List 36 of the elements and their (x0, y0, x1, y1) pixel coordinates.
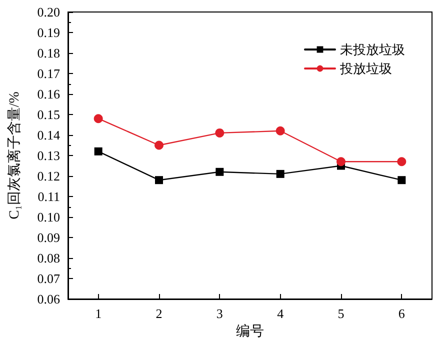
legend-label: 投放垃圾 (339, 61, 392, 76)
point (398, 176, 406, 184)
point (215, 128, 224, 138)
point (154, 140, 164, 150)
point (397, 157, 406, 166)
y-tick-label: 0.18 (37, 46, 60, 60)
legend-label: 未投放垃圾 (340, 42, 405, 57)
point (94, 114, 103, 124)
point (276, 170, 284, 178)
x-tick-label: 5 (338, 306, 344, 321)
y-axis-title: C₁回灰氯离子含量/% (6, 91, 22, 220)
x-tick-label: 6 (398, 306, 406, 321)
point (276, 126, 285, 136)
y-tick-label: 0.20 (37, 4, 60, 20)
y-tick-label: 0.11 (38, 189, 60, 204)
point (155, 176, 163, 184)
x-tick-label: 1 (95, 306, 102, 321)
y-tick-label: 0.17 (37, 66, 60, 81)
point (216, 168, 224, 176)
x-tick-label: 4 (277, 306, 284, 321)
y-tick-label: 0.06 (37, 292, 60, 306)
x-tick-label: 3 (216, 306, 223, 321)
y-tick-label: 0.14 (37, 128, 60, 142)
y-tick-label: 0.13 (37, 148, 60, 163)
x-tick-label: 2 (156, 306, 162, 321)
point (94, 147, 102, 156)
y-tick-label: 0.15 (37, 107, 60, 122)
y-tick-label: 0.07 (37, 271, 60, 286)
y-tick-label: 0.10 (37, 210, 60, 224)
y-tick-label: 0.08 (37, 250, 60, 266)
x-axis-title: 编号 (236, 324, 264, 340)
point (336, 157, 346, 166)
y-tick-label: 0.12 (37, 168, 60, 184)
y-tick-label: 0.19 (37, 25, 60, 40)
y-tick-label: 0.16 (37, 86, 60, 102)
y-tick-label: 0.09 (37, 230, 60, 245)
